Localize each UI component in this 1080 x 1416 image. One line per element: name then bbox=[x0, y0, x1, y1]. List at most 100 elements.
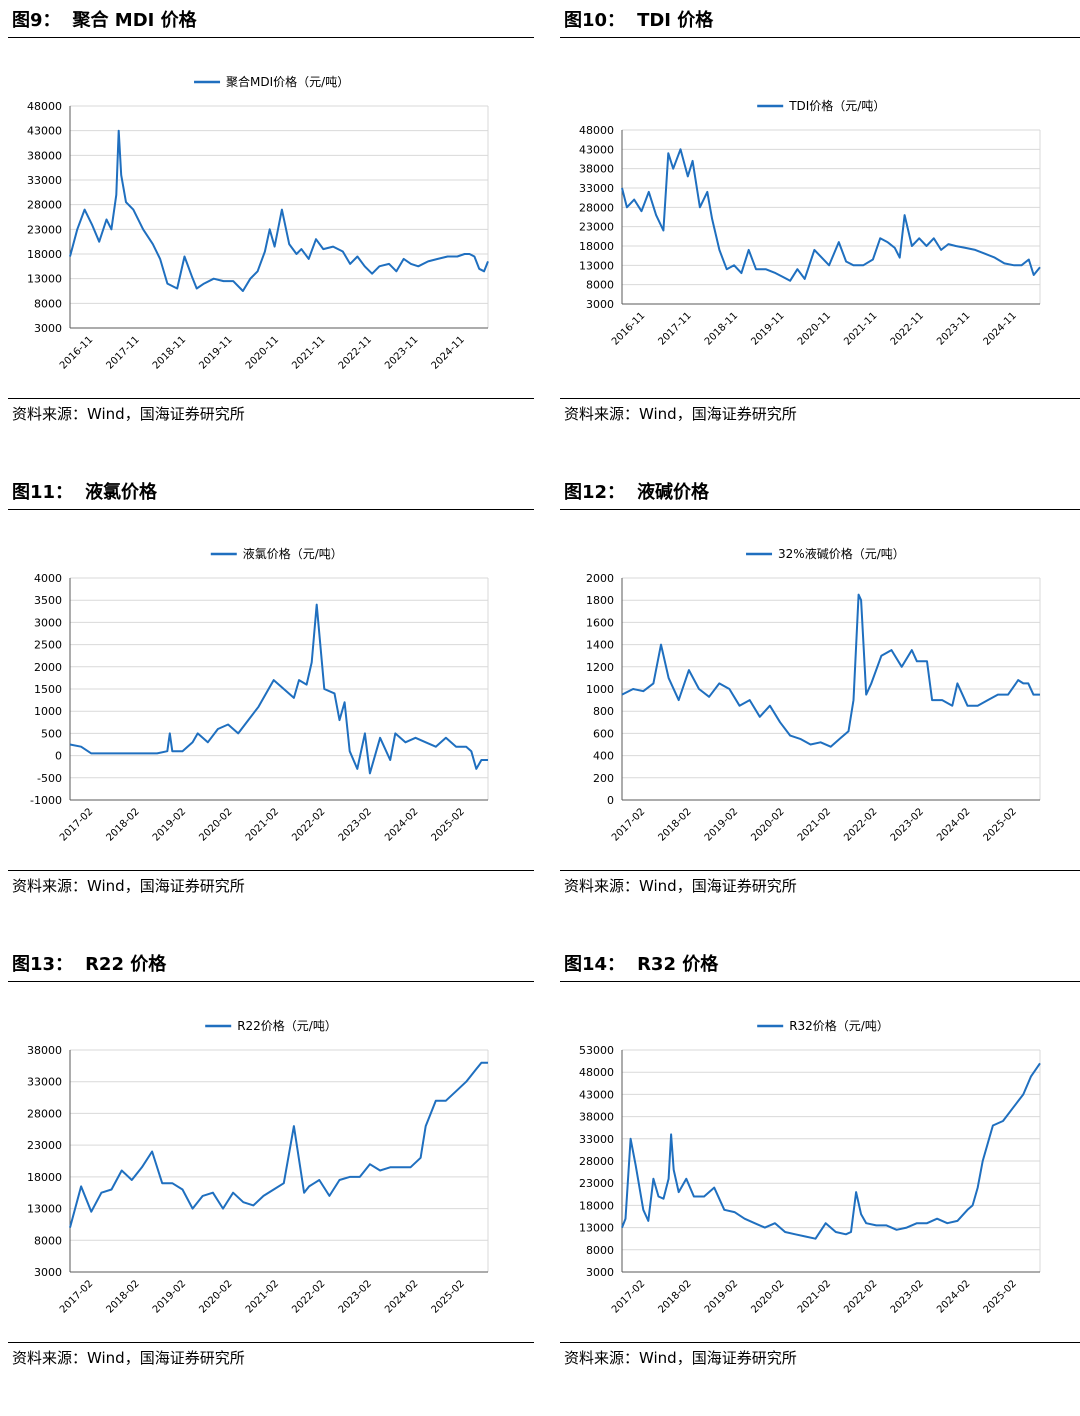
legend-label: R22价格（元/吨） bbox=[237, 1018, 337, 1033]
x-tick-label: 2017-02 bbox=[58, 1278, 95, 1315]
source-note: 资料来源：Wind，国海证券研究所 bbox=[560, 398, 1080, 432]
y-tick-label: 48000 bbox=[27, 100, 62, 113]
y-tick-label: 3000 bbox=[586, 298, 614, 311]
x-tick-label: 2019-11 bbox=[197, 334, 234, 371]
figure-title: 图9： 聚合 MDI 价格 bbox=[8, 4, 534, 38]
y-tick-label: 38000 bbox=[27, 149, 62, 162]
figure-number: 图10： bbox=[564, 10, 626, 31]
line-chart: 3000 8000 13000 18000 23000 28000 33000 38000 20… bbox=[27, 1018, 489, 1316]
y-tick-label: 28000 bbox=[27, 1107, 62, 1120]
x-tick-label: 2020-02 bbox=[749, 1278, 786, 1315]
x-tick-label: 2022-11 bbox=[337, 334, 374, 371]
series-line bbox=[621, 148, 1041, 282]
y-tick-label: 1000 bbox=[586, 683, 614, 696]
y-tick-label: 800 bbox=[593, 705, 614, 718]
y-tick-label: 43000 bbox=[579, 1088, 614, 1101]
legend-label: R32价格（元/吨） bbox=[789, 1018, 889, 1033]
y-tick-label: 0 bbox=[607, 794, 614, 807]
figure-title-text: TDI 价格 bbox=[637, 10, 714, 31]
figure-number: 图11： bbox=[12, 482, 74, 503]
x-tick-label: 2017-02 bbox=[58, 806, 95, 843]
figure-panel: 图9： 聚合 MDI 价格 资料来源：Wind，国海证券研究所 3000 8000 130… bbox=[8, 0, 534, 472]
y-tick-label: -1000 bbox=[30, 794, 62, 807]
figure-title-text: R32 价格 bbox=[637, 954, 719, 975]
y-tick-label: 500 bbox=[41, 727, 62, 740]
y-tick-label: 2000 bbox=[34, 661, 62, 674]
figure-number: 图13： bbox=[12, 954, 74, 975]
y-tick-label: 3000 bbox=[34, 616, 62, 629]
x-tick-label: 2024-11 bbox=[430, 334, 467, 371]
y-tick-label: 23000 bbox=[27, 223, 62, 236]
source-note: 资料来源：Wind，国海证券研究所 bbox=[560, 870, 1080, 904]
y-tick-label: 600 bbox=[593, 727, 614, 740]
x-tick-label: 2025-02 bbox=[982, 806, 1019, 843]
y-tick-label: 43000 bbox=[27, 125, 62, 138]
x-tick-label: 2020-02 bbox=[197, 806, 234, 843]
y-tick-label: 13000 bbox=[579, 1222, 614, 1235]
x-tick-label: 2020-11 bbox=[796, 310, 833, 347]
source-note: 资料来源：Wind，国海证券研究所 bbox=[8, 870, 534, 904]
y-tick-label: 3000 bbox=[34, 322, 62, 335]
x-tick-label: 2021-02 bbox=[244, 806, 281, 843]
x-tick-label: 2020-02 bbox=[197, 1278, 234, 1315]
figure-title-text: 聚合 MDI 价格 bbox=[72, 10, 197, 31]
figure-panel: 图10： TDI 价格 资料来源：Wind，国海证券研究所 3000 8000 13000… bbox=[560, 0, 1080, 472]
x-tick-label: 2022-02 bbox=[290, 1278, 327, 1315]
y-tick-label: 33000 bbox=[27, 174, 62, 187]
x-tick-label: 2018-02 bbox=[656, 806, 693, 843]
y-tick-label: 18000 bbox=[579, 1199, 614, 1212]
series-line bbox=[69, 129, 489, 292]
y-tick-label: 8000 bbox=[34, 1234, 62, 1247]
x-tick-label: 2023-11 bbox=[935, 310, 972, 347]
y-tick-label: 1500 bbox=[34, 683, 62, 696]
figure-title: 图12： 液碱价格 bbox=[560, 476, 1080, 510]
line-chart: 3000 8000 13000 18000 23000 28000 33000 38000 43… bbox=[27, 74, 489, 372]
y-tick-label: 28000 bbox=[579, 1155, 614, 1168]
x-tick-label: 2019-02 bbox=[151, 1278, 188, 1315]
y-tick-label: 23000 bbox=[579, 221, 614, 234]
y-tick-label: 8000 bbox=[586, 1244, 614, 1257]
x-tick-label: 2021-02 bbox=[796, 1278, 833, 1315]
y-tick-label: 23000 bbox=[27, 1139, 62, 1152]
y-tick-label: 38000 bbox=[579, 1111, 614, 1124]
legend-label: 聚合MDI价格（元/吨） bbox=[226, 74, 349, 89]
x-tick-label: 2019-02 bbox=[151, 806, 188, 843]
figure-title-text: R22 价格 bbox=[85, 954, 167, 975]
figure-title: 图13： R22 价格 bbox=[8, 948, 534, 982]
x-tick-label: 2024-02 bbox=[935, 806, 972, 843]
figure-number: 图9： bbox=[12, 10, 61, 31]
y-tick-label: 3000 bbox=[34, 1266, 62, 1279]
x-tick-label: 2025-02 bbox=[430, 1278, 467, 1315]
legend-label: 32%液碱价格（元/吨） bbox=[778, 546, 905, 561]
y-tick-label: 38000 bbox=[27, 1044, 62, 1057]
figure-panel: 图11： 液氯价格 资料来源：Wind，国海证券研究所 -1000 -500 0 500 10… bbox=[8, 472, 534, 944]
y-tick-label: 53000 bbox=[579, 1044, 614, 1057]
y-tick-label: 28000 bbox=[579, 201, 614, 214]
y-tick-label: 2500 bbox=[34, 639, 62, 652]
x-tick-label: 2019-02 bbox=[703, 806, 740, 843]
x-tick-label: 2022-02 bbox=[290, 806, 327, 843]
x-tick-label: 2024-02 bbox=[383, 806, 420, 843]
figure-title: 图11： 液氯价格 bbox=[8, 476, 534, 510]
x-tick-label: 2024-02 bbox=[383, 1278, 420, 1315]
y-tick-label: 18000 bbox=[27, 248, 62, 261]
y-tick-label: 1200 bbox=[586, 661, 614, 674]
y-tick-label: 23000 bbox=[579, 1177, 614, 1190]
line-chart: 0 200 400 600 800 1000 1200 1400 1600 1800 2000 201… bbox=[586, 546, 1041, 844]
y-tick-label: 200 bbox=[593, 772, 614, 785]
x-tick-label: 2017-11 bbox=[104, 334, 141, 371]
x-tick-label: 2024-02 bbox=[935, 1278, 972, 1315]
x-tick-label: 2017-02 bbox=[610, 806, 647, 843]
y-tick-label: 18000 bbox=[27, 1171, 62, 1184]
figure-title-text: 液氯价格 bbox=[85, 482, 158, 503]
x-tick-label: 2019-11 bbox=[749, 310, 786, 347]
source-note: 资料来源：Wind，国海证券研究所 bbox=[8, 398, 534, 432]
x-tick-label: 2024-11 bbox=[982, 310, 1019, 347]
x-tick-label: 2018-11 bbox=[151, 334, 188, 371]
x-tick-label: 2023-11 bbox=[383, 334, 420, 371]
y-tick-label: 28000 bbox=[27, 199, 62, 212]
x-tick-label: 2016-11 bbox=[610, 310, 647, 347]
x-tick-label: 2017-11 bbox=[656, 310, 693, 347]
y-tick-label: 43000 bbox=[579, 143, 614, 156]
y-tick-label: 38000 bbox=[579, 163, 614, 176]
